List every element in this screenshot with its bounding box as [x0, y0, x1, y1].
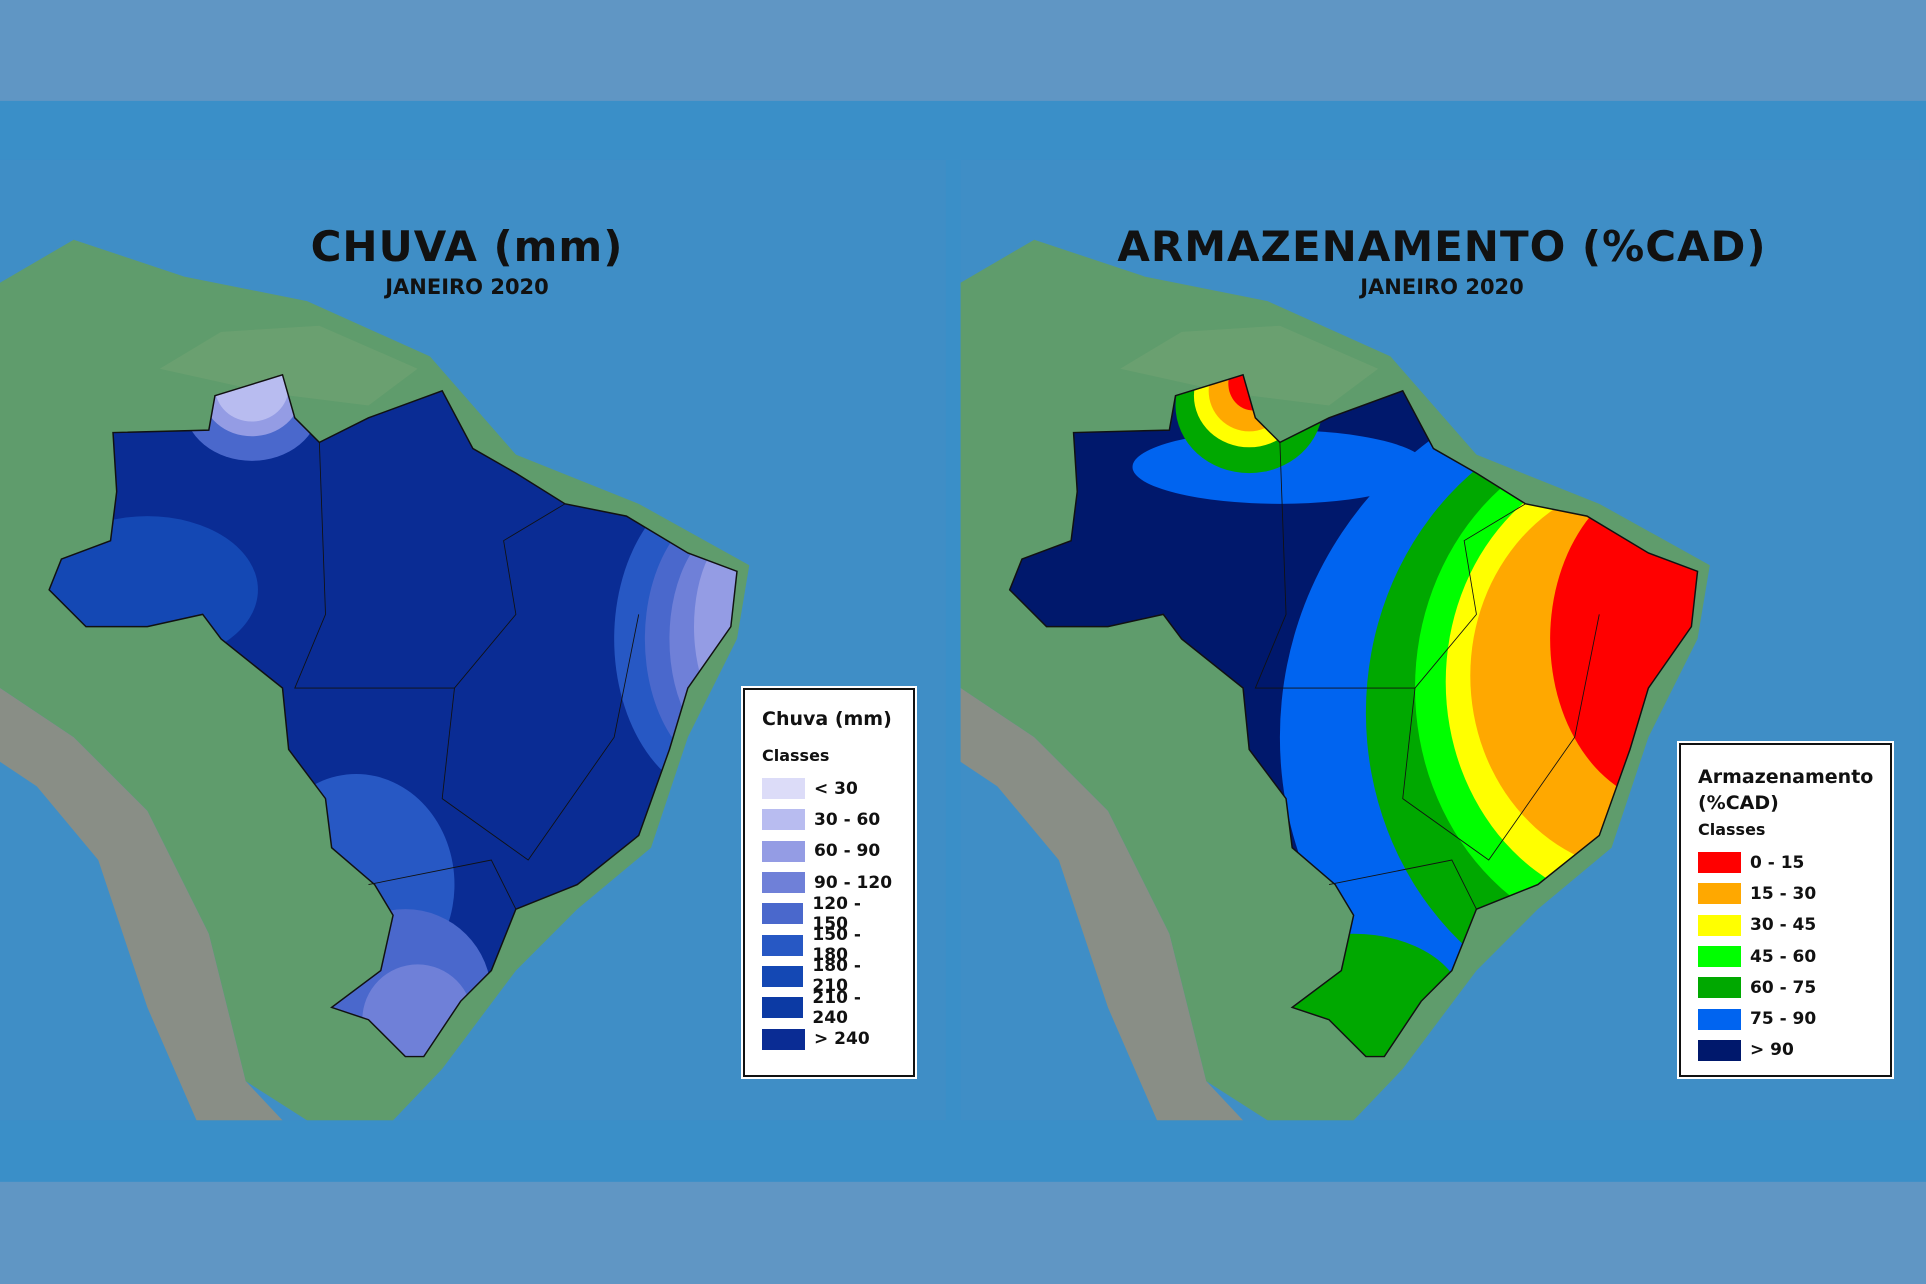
legend-title: Armazenamento (%CAD) [1698, 766, 1874, 814]
legend-swatch [1698, 852, 1741, 874]
andes [960, 688, 1244, 1121]
map-title-block: ARMAZENAMENTO (%CAD) JANEIRO 2020 [992, 222, 1892, 299]
legend-subtitle: Classes [1698, 820, 1766, 839]
legend-item: 30 - 60 [762, 804, 899, 835]
legend-label: 30 - 45 [1750, 915, 1817, 936]
legend-item: 210 - 240 [762, 988, 899, 1028]
legend-subtitle: Classes [762, 746, 830, 765]
legend-swatch [762, 872, 805, 894]
legend-label: 45 - 60 [1750, 946, 1817, 967]
map-title: ARMAZENAMENTO (%CAD) [1117, 222, 1767, 271]
legend-item: 150 - 180 [762, 925, 899, 965]
andes [0, 688, 283, 1121]
legend: Chuva (mm) Classes < 30 30 - 60 60 - 90 90 … [741, 686, 917, 1079]
legend-label: 30 - 60 [814, 809, 881, 830]
legend-label: > 240 [814, 1029, 870, 1050]
legend-swatch [762, 997, 804, 1019]
legend-item: > 90 [1698, 1035, 1876, 1066]
legend-item: 180 - 210 [762, 956, 899, 996]
legend-label: 180 - 210 [812, 956, 861, 997]
brazil-outline [48, 373, 738, 1058]
legend-item: 120 - 150 [762, 894, 899, 934]
state-border [368, 859, 517, 910]
legend-swatch [1698, 1008, 1741, 1030]
zone [1550, 473, 1698, 805]
legend-label: > 90 [1750, 1040, 1794, 1061]
legend-swatch [762, 903, 804, 925]
legend-swatch [762, 1028, 805, 1050]
legend-swatch [762, 809, 805, 831]
zone [214, 374, 289, 422]
legend-item: 0 - 15 [1698, 847, 1876, 878]
map-subtitle: JANEIRO 2020 [1360, 275, 1524, 299]
legend-label: 15 - 30 [1750, 883, 1817, 904]
legend-label: 0 - 15 [1750, 852, 1805, 873]
legend-swatch [1698, 883, 1741, 905]
legend-label: 150 - 180 [812, 925, 861, 966]
legend-label: < 30 [814, 778, 858, 799]
brazil-outline [1008, 373, 1699, 1058]
legend-item: 75 - 90 [1698, 1003, 1876, 1034]
map-subtitle: JANEIRO 2020 [385, 275, 549, 299]
legend-swatch [762, 965, 804, 987]
legend-swatch [762, 840, 805, 862]
legend-label: 75 - 90 [1750, 1009, 1817, 1030]
legend-swatch [762, 778, 805, 800]
land-north [159, 325, 418, 406]
legend-label: 60 - 90 [814, 841, 881, 862]
legend-swatch [1698, 977, 1741, 999]
land-north [1120, 325, 1379, 406]
legend-item: 15 - 30 [1698, 878, 1876, 909]
legend-item: 60 - 90 [762, 836, 899, 867]
legend-swatch [1698, 1039, 1741, 1061]
legend-item: 60 - 75 [1698, 972, 1876, 1003]
legend-item: < 30 [762, 773, 899, 804]
legend-item: 45 - 60 [1698, 941, 1876, 972]
legend-label: 120 - 150 [812, 893, 861, 934]
state-border [441, 614, 640, 861]
legend-label: 60 - 75 [1750, 977, 1817, 998]
legend-swatch [762, 934, 804, 956]
legend-title: Chuva (mm) [762, 708, 892, 730]
legend-item: 90 - 120 [762, 867, 899, 898]
legend-swatch [1698, 946, 1741, 968]
legend-swatch [1698, 914, 1741, 936]
legend-item: 30 - 45 [1698, 910, 1876, 941]
legend-item: > 240 [762, 1023, 899, 1054]
map-panel [960, 159, 1920, 1121]
legend-label: 210 - 240 [812, 987, 861, 1028]
state-border [1402, 614, 1600, 861]
legend: Armazenamento (%CAD) Classes 0 - 15 15 - … [1677, 741, 1894, 1079]
map-panel [0, 159, 946, 1121]
legend-label: 90 - 120 [814, 872, 893, 893]
state-border [1328, 859, 1477, 910]
map-title: CHUVA (mm) [310, 222, 624, 271]
map-title-block: CHUVA (mm) JANEIRO 2020 [17, 222, 917, 299]
